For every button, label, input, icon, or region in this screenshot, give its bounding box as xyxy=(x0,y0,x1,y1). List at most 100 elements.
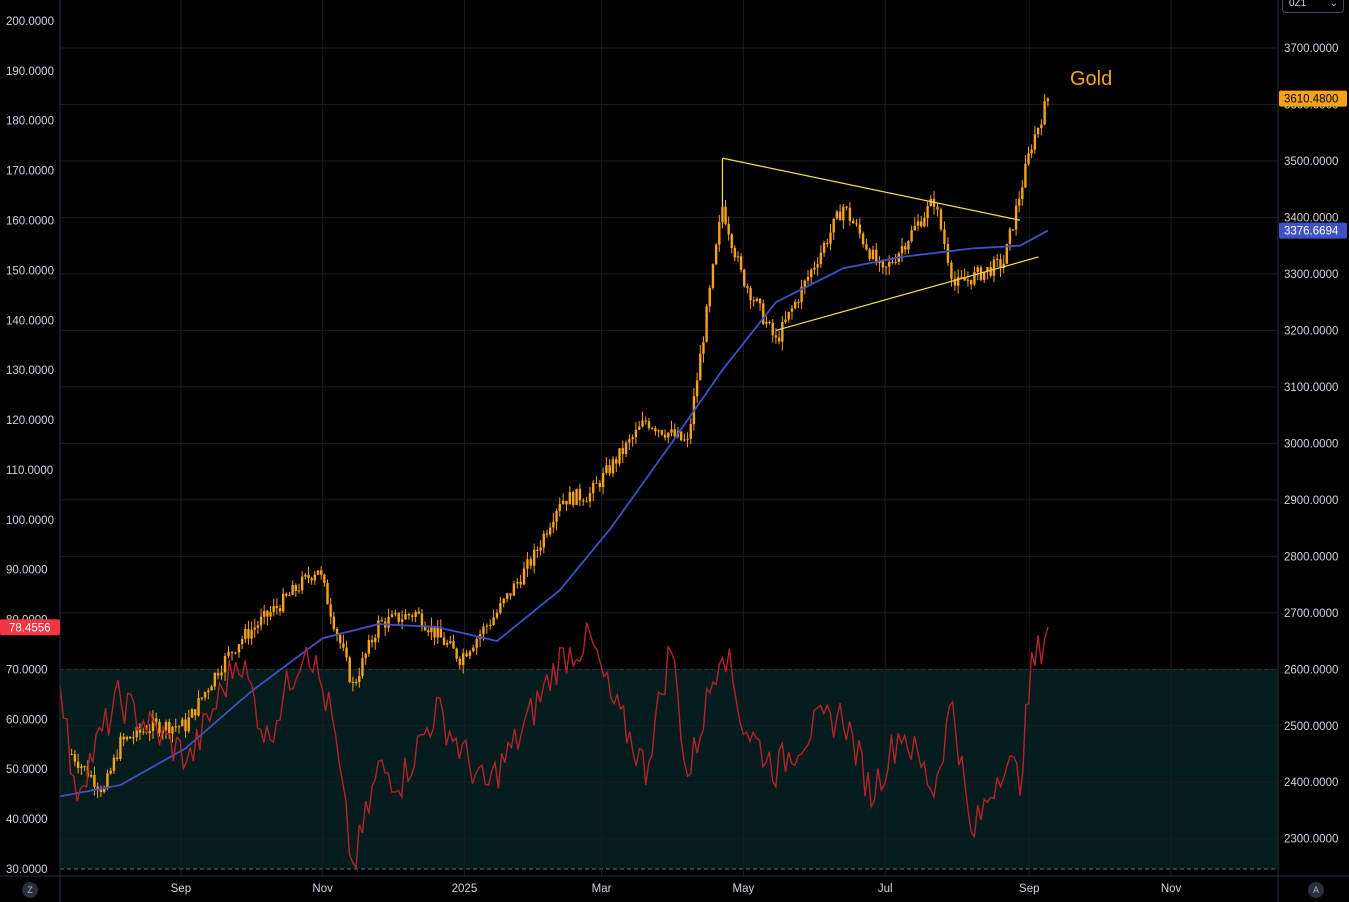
timeframe-select[interactable]: 0Z1 ⌄ xyxy=(1282,0,1344,13)
x-tick-label: 2025 xyxy=(452,883,478,895)
candle-body xyxy=(512,583,516,596)
right-tick-label: 3500.0000 xyxy=(1284,156,1338,168)
candle-body xyxy=(835,211,839,219)
candle-body xyxy=(174,726,177,728)
candle-body xyxy=(702,341,705,354)
candle-body xyxy=(247,628,250,639)
candle-body xyxy=(1027,153,1030,164)
candle-body xyxy=(288,594,291,596)
candle-body xyxy=(1014,205,1018,230)
candle-body xyxy=(650,428,654,430)
candle-body xyxy=(266,610,269,617)
candle-body xyxy=(275,606,279,609)
candle-body xyxy=(367,640,371,654)
candle-body xyxy=(575,488,578,505)
candle-body xyxy=(168,722,171,734)
candle-body xyxy=(852,220,855,224)
right-tick-label: 3200.0000 xyxy=(1284,325,1338,337)
candle-body xyxy=(455,648,458,659)
candle-body xyxy=(112,757,116,771)
gridlines xyxy=(60,0,1278,876)
candle-body xyxy=(307,574,310,579)
candle-body xyxy=(913,225,917,231)
candle-body xyxy=(595,482,598,484)
candle-body xyxy=(683,439,686,441)
right-tick-label: 2700.0000 xyxy=(1284,608,1338,620)
candle-body xyxy=(654,428,657,432)
candle-body xyxy=(397,612,400,622)
candle-body xyxy=(1005,243,1009,264)
triangle-trendline xyxy=(722,157,1021,221)
timezone-button[interactable]: Z xyxy=(22,882,38,898)
candle-body xyxy=(115,757,119,759)
candle-body xyxy=(743,269,746,287)
candle-body xyxy=(244,628,247,640)
left-tick-label: 70.0000 xyxy=(6,664,48,676)
left-tick-label: 170.0000 xyxy=(6,166,54,178)
left-tick-label: 40.0000 xyxy=(6,814,48,826)
candle-body xyxy=(526,559,529,569)
candle-body xyxy=(755,298,759,301)
left-tick-label: 100.0000 xyxy=(6,515,54,527)
price-tags: 3610.4800 3376.6694 78.4556 xyxy=(0,90,1347,636)
candle-body xyxy=(263,610,266,617)
candle-body xyxy=(519,582,522,585)
candle-body xyxy=(256,625,260,628)
candle-body xyxy=(190,709,194,718)
candle-body xyxy=(752,300,755,302)
candle-body xyxy=(234,652,237,654)
left-tick-label: 120.0000 xyxy=(6,415,54,427)
candle-body xyxy=(354,682,358,684)
rsi-band xyxy=(60,668,1278,870)
candle-body xyxy=(387,617,390,628)
candle-body xyxy=(871,249,875,259)
candle-body xyxy=(891,261,894,263)
candle-body xyxy=(338,634,342,644)
candle-body xyxy=(414,611,417,617)
right-tick-label: 3400.0000 xyxy=(1284,212,1338,224)
candle-body xyxy=(89,775,93,777)
candle-body xyxy=(125,736,129,740)
candle-body xyxy=(631,437,634,440)
candle-body xyxy=(492,617,495,625)
x-tick-label: Sep xyxy=(1019,883,1039,895)
candle-body xyxy=(790,308,794,312)
candle-body xyxy=(122,736,125,740)
chevron-down-icon: ⌄ xyxy=(1329,0,1338,9)
candle-body xyxy=(400,619,404,622)
auto-scale-button[interactable]: A xyxy=(1308,882,1324,898)
candle-body xyxy=(555,510,558,522)
candle-body xyxy=(485,625,489,627)
candle-body xyxy=(736,256,740,258)
candle-body xyxy=(472,647,475,652)
candle-body xyxy=(358,676,361,683)
candle-body xyxy=(468,651,472,657)
candle-body xyxy=(628,439,631,443)
candle-body xyxy=(781,321,784,342)
candle-body xyxy=(332,616,336,629)
candle-body xyxy=(329,604,332,617)
price-tag-label: 78.4556 xyxy=(9,622,51,634)
candle-body xyxy=(793,301,797,309)
x-tick-label: May xyxy=(733,883,755,895)
candle-body xyxy=(529,559,533,566)
candle-body xyxy=(240,639,244,645)
candle-body xyxy=(1046,98,1050,102)
candle-body xyxy=(858,224,861,234)
right-tick-label: 2300.0000 xyxy=(1284,834,1338,846)
candle-body xyxy=(826,242,829,244)
candle-body xyxy=(730,234,733,248)
candle-body xyxy=(800,286,803,303)
candle-body xyxy=(489,624,492,626)
candle-body xyxy=(585,501,588,503)
candle-body xyxy=(475,638,478,648)
candle-body xyxy=(499,603,502,613)
price-tag-label: 3610.4800 xyxy=(1284,94,1338,106)
candle-body xyxy=(875,249,878,264)
candle-body xyxy=(348,657,351,682)
candle-body xyxy=(608,465,611,474)
candle-body xyxy=(946,244,950,263)
candle-body xyxy=(718,222,721,245)
candle-body xyxy=(960,276,963,278)
